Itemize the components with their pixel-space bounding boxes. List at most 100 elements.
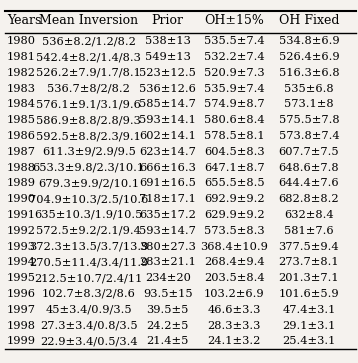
Text: 623±14.7: 623±14.7 bbox=[139, 147, 196, 157]
Text: 549±13: 549±13 bbox=[145, 52, 190, 62]
Text: 45±3.4/0.9/3.5: 45±3.4/0.9/3.5 bbox=[45, 305, 132, 315]
Text: 573.8±7.4: 573.8±7.4 bbox=[279, 131, 339, 141]
Text: 580.6±8.4: 580.6±8.4 bbox=[204, 115, 265, 125]
Text: 593±14.1: 593±14.1 bbox=[139, 115, 196, 125]
Text: 1994: 1994 bbox=[7, 257, 36, 268]
Text: 1982: 1982 bbox=[7, 68, 36, 78]
Text: 536.7±8/2/8.2: 536.7±8/2/8.2 bbox=[47, 83, 130, 94]
Text: 1998: 1998 bbox=[7, 321, 36, 331]
Text: 679.3±9.9/2/10.1: 679.3±9.9/2/10.1 bbox=[38, 178, 139, 188]
Text: 212.5±10.7/2.4/11: 212.5±10.7/2.4/11 bbox=[34, 273, 143, 283]
Text: 578.5±8.1: 578.5±8.1 bbox=[204, 131, 265, 141]
Text: 1984: 1984 bbox=[7, 99, 36, 110]
Text: 647.1±8.7: 647.1±8.7 bbox=[204, 163, 265, 173]
Text: 1983: 1983 bbox=[7, 83, 36, 94]
Text: 691±16.5: 691±16.5 bbox=[139, 178, 196, 188]
Text: 644.4±7.6: 644.4±7.6 bbox=[279, 178, 339, 188]
Text: 283±21.1: 283±21.1 bbox=[139, 257, 196, 268]
Text: 101.6±5.9: 101.6±5.9 bbox=[279, 289, 339, 299]
Text: 203.5±8.4: 203.5±8.4 bbox=[204, 273, 265, 283]
Text: 372.3±13.5/3.7/13.9: 372.3±13.5/3.7/13.9 bbox=[29, 241, 148, 252]
Text: 536±8.2/1.2/8.2: 536±8.2/1.2/8.2 bbox=[42, 36, 136, 46]
Text: 655.5±8.5: 655.5±8.5 bbox=[204, 178, 265, 188]
Text: 523±12.5: 523±12.5 bbox=[139, 68, 196, 78]
Text: 93.5±15: 93.5±15 bbox=[143, 289, 193, 299]
Text: 102.7±8.3/2/8.6: 102.7±8.3/2/8.6 bbox=[42, 289, 136, 299]
Text: 572.5±9.2/2.1/9.4: 572.5±9.2/2.1/9.4 bbox=[36, 226, 141, 236]
Text: OH Fixed: OH Fixed bbox=[279, 14, 339, 27]
Text: 574.9±8.7: 574.9±8.7 bbox=[204, 99, 265, 110]
Text: 593±14.7: 593±14.7 bbox=[139, 226, 196, 236]
Text: 1990: 1990 bbox=[7, 194, 36, 204]
Text: 25.4±3.1: 25.4±3.1 bbox=[282, 336, 335, 346]
Text: 39.5±5: 39.5±5 bbox=[146, 305, 189, 315]
Text: 704.9±10.3/2.5/10.6: 704.9±10.3/2.5/10.6 bbox=[29, 194, 148, 204]
Text: 538±13: 538±13 bbox=[145, 36, 190, 46]
Text: 1985: 1985 bbox=[7, 115, 36, 125]
Text: 234±20: 234±20 bbox=[145, 273, 190, 283]
Text: 575.5±7.8: 575.5±7.8 bbox=[279, 115, 339, 125]
Text: 632±8.4: 632±8.4 bbox=[284, 210, 334, 220]
Text: 542.4±8.2/1.4/8.3: 542.4±8.2/1.4/8.3 bbox=[36, 52, 141, 62]
Text: 28.3±3.3: 28.3±3.3 bbox=[208, 321, 261, 331]
Text: 24.1±3.2: 24.1±3.2 bbox=[208, 336, 261, 346]
Text: 576.1±9.1/3.1/9.6: 576.1±9.1/3.1/9.6 bbox=[36, 99, 141, 110]
Text: 692.9±9.2: 692.9±9.2 bbox=[204, 194, 265, 204]
Text: 380±27.3: 380±27.3 bbox=[139, 241, 196, 252]
Text: 526.4±6.9: 526.4±6.9 bbox=[279, 52, 339, 62]
Text: 1995: 1995 bbox=[7, 273, 36, 283]
Text: 47.4±3.1: 47.4±3.1 bbox=[282, 305, 335, 315]
Text: 648.6±7.8: 648.6±7.8 bbox=[279, 163, 339, 173]
Text: OH±15%: OH±15% bbox=[204, 14, 264, 27]
Text: 27.3±3.4/0.8/3.5: 27.3±3.4/0.8/3.5 bbox=[40, 321, 137, 331]
Text: 535±6.8: 535±6.8 bbox=[284, 83, 334, 94]
Text: 602±14.1: 602±14.1 bbox=[139, 131, 196, 141]
Text: 273.7±8.1: 273.7±8.1 bbox=[279, 257, 339, 268]
Text: 535.5±7.4: 535.5±7.4 bbox=[204, 36, 265, 46]
Text: 201.3±7.1: 201.3±7.1 bbox=[279, 273, 339, 283]
Text: 21.4±5: 21.4±5 bbox=[146, 336, 189, 346]
Text: 611.3±9/2.9/9.5: 611.3±9/2.9/9.5 bbox=[42, 147, 136, 157]
Text: 635±17.2: 635±17.2 bbox=[139, 210, 196, 220]
Text: 666±16.3: 666±16.3 bbox=[139, 163, 196, 173]
Text: 1987: 1987 bbox=[7, 147, 36, 157]
Text: 377.5±9.4: 377.5±9.4 bbox=[279, 241, 339, 252]
Text: 532.2±7.4: 532.2±7.4 bbox=[204, 52, 265, 62]
Text: 718±17.1: 718±17.1 bbox=[139, 194, 196, 204]
Text: 520.9±7.3: 520.9±7.3 bbox=[204, 68, 265, 78]
Text: 1991: 1991 bbox=[7, 210, 36, 220]
Text: 1999: 1999 bbox=[7, 336, 36, 346]
Text: 1980: 1980 bbox=[7, 36, 36, 46]
Text: 573.1±8: 573.1±8 bbox=[284, 99, 334, 110]
Text: 607.7±7.5: 607.7±7.5 bbox=[279, 147, 339, 157]
Text: 635±10.3/1.9/10.5: 635±10.3/1.9/10.5 bbox=[34, 210, 143, 220]
Text: 22.9±3.4/0.5/3.4: 22.9±3.4/0.5/3.4 bbox=[40, 336, 137, 346]
Text: 586.9±8.8/2.8/9.3: 586.9±8.8/2.8/9.3 bbox=[36, 115, 141, 125]
Text: 24.2±5: 24.2±5 bbox=[146, 321, 189, 331]
Text: 1989: 1989 bbox=[7, 178, 36, 188]
Text: Mean Inversion: Mean Inversion bbox=[39, 14, 138, 27]
Text: 1981: 1981 bbox=[7, 52, 36, 62]
Text: 536±12.6: 536±12.6 bbox=[139, 83, 196, 94]
Text: 534.8±6.9: 534.8±6.9 bbox=[279, 36, 339, 46]
Text: 1986: 1986 bbox=[7, 131, 36, 141]
Text: 1997: 1997 bbox=[7, 305, 36, 315]
Text: 270.5±11.4/3.4/11.9: 270.5±11.4/3.4/11.9 bbox=[29, 257, 148, 268]
Text: 1988: 1988 bbox=[7, 163, 36, 173]
Text: 629.9±9.2: 629.9±9.2 bbox=[204, 210, 265, 220]
Text: 604.5±8.3: 604.5±8.3 bbox=[204, 147, 265, 157]
Text: 592.5±8.8/2.3/9.1: 592.5±8.8/2.3/9.1 bbox=[36, 131, 141, 141]
Text: 581±7.6: 581±7.6 bbox=[284, 226, 334, 236]
Text: 46.6±3.3: 46.6±3.3 bbox=[208, 305, 261, 315]
Text: 653.3±9.8/2.3/10.1: 653.3±9.8/2.3/10.1 bbox=[33, 163, 145, 173]
Text: Prior: Prior bbox=[152, 14, 184, 27]
Text: 29.1±3.1: 29.1±3.1 bbox=[282, 321, 335, 331]
Text: 268.4±9.4: 268.4±9.4 bbox=[204, 257, 265, 268]
Text: 1993: 1993 bbox=[7, 241, 36, 252]
Text: 682.8±8.2: 682.8±8.2 bbox=[279, 194, 339, 204]
Text: 573.5±8.3: 573.5±8.3 bbox=[204, 226, 265, 236]
Text: 103.2±6.9: 103.2±6.9 bbox=[204, 289, 265, 299]
Text: Years: Years bbox=[7, 14, 42, 27]
Text: 368.4±10.9: 368.4±10.9 bbox=[200, 241, 268, 252]
Text: 516.3±6.8: 516.3±6.8 bbox=[279, 68, 339, 78]
